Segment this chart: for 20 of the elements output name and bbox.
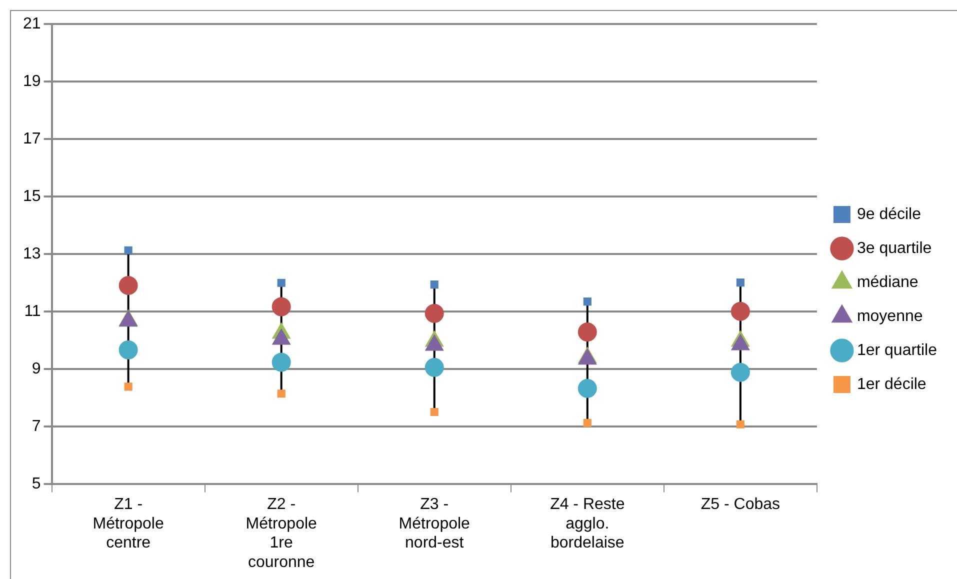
legend-label: 1er quartile [856, 342, 938, 359]
x-tick-label: Z2 - Métropole 1re couronne [246, 496, 318, 571]
x-tick-label: Z1 - Métropole centre [92, 496, 164, 552]
legend-label: 9e décile [856, 206, 922, 223]
x-tick-label: Z4 - Reste agglo. bordelaise [550, 496, 625, 552]
y-tick-label: 21 [23, 15, 41, 32]
y-tick-label: 5 [32, 476, 41, 493]
y-tick-label: 9 [32, 360, 41, 378]
y-tick-label: 15 [23, 188, 41, 205]
y-tick-label: 11 [24, 303, 41, 320]
legend-label: 3e quartile [856, 240, 932, 257]
x-tick-label: Z5 - Cobas [700, 496, 780, 514]
x-tick-label: Z3 - Métropole nord-est [398, 496, 470, 552]
legend-label: médiane [856, 274, 918, 291]
y-tick-label: 17 [23, 130, 41, 148]
y-tick-label: 7 [32, 418, 41, 436]
y-tick-label: 19 [23, 72, 41, 90]
y-tick-label: 13 [23, 246, 41, 263]
legend-label: 1er décile [856, 376, 926, 393]
legend-label: moyenne [856, 308, 923, 325]
